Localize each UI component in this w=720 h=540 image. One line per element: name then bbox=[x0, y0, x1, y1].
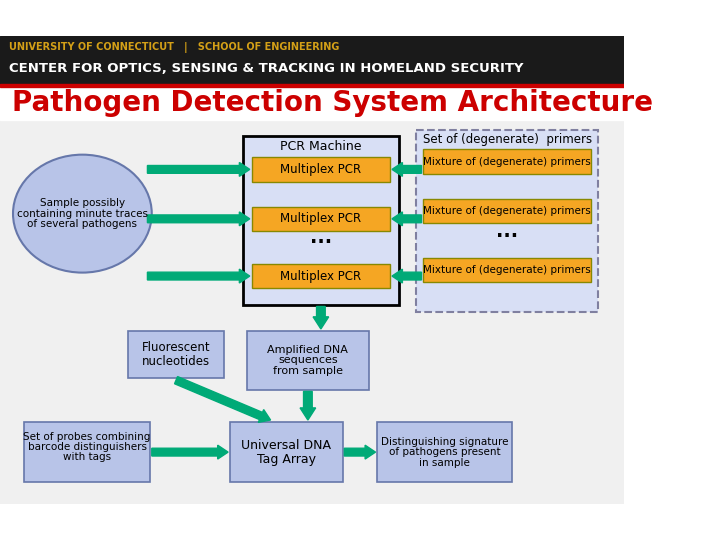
Text: Amplified DNA: Amplified DNA bbox=[267, 345, 348, 355]
Polygon shape bbox=[392, 269, 421, 283]
Text: Set of (degenerate)  primers: Set of (degenerate) primers bbox=[423, 133, 592, 146]
Text: Distinguishing signature: Distinguishing signature bbox=[381, 437, 508, 447]
Bar bbox=[251, 157, 390, 181]
Text: PCR Machine: PCR Machine bbox=[280, 140, 361, 153]
Bar bbox=[251, 264, 390, 288]
Bar bbox=[0, 36, 624, 84]
Bar bbox=[423, 150, 591, 174]
Text: Mixture of (degenerate) primers: Mixture of (degenerate) primers bbox=[423, 265, 591, 275]
Text: barcode distinguishers: barcode distinguishers bbox=[27, 442, 147, 452]
Bar bbox=[128, 330, 224, 379]
Polygon shape bbox=[148, 163, 250, 177]
Bar bbox=[377, 422, 512, 482]
Bar bbox=[0, 120, 624, 504]
Bar bbox=[230, 422, 343, 482]
Text: ...: ... bbox=[310, 228, 332, 247]
Text: sequences: sequences bbox=[278, 355, 338, 365]
Text: from sample: from sample bbox=[273, 366, 343, 376]
Polygon shape bbox=[300, 392, 315, 420]
Polygon shape bbox=[148, 269, 250, 283]
Text: containing minute traces: containing minute traces bbox=[17, 208, 148, 219]
Bar bbox=[416, 130, 598, 312]
Bar bbox=[423, 258, 591, 282]
Text: in sample: in sample bbox=[419, 457, 470, 468]
Polygon shape bbox=[174, 376, 271, 422]
Text: Pathogen Detection System Architecture: Pathogen Detection System Architecture bbox=[12, 90, 653, 118]
Text: Set of probes combining: Set of probes combining bbox=[24, 431, 151, 442]
Text: Mixture of (degenerate) primers: Mixture of (degenerate) primers bbox=[423, 157, 591, 167]
Text: Fluorescent: Fluorescent bbox=[142, 341, 210, 354]
Ellipse shape bbox=[13, 154, 152, 273]
Text: with tags: with tags bbox=[63, 453, 111, 462]
Polygon shape bbox=[152, 445, 228, 459]
Polygon shape bbox=[344, 445, 376, 459]
Polygon shape bbox=[313, 306, 329, 329]
Text: of pathogens present: of pathogens present bbox=[389, 447, 500, 457]
Text: nucleotides: nucleotides bbox=[142, 355, 210, 368]
Text: Multiplex PCR: Multiplex PCR bbox=[280, 163, 361, 176]
Text: UNIVERSITY OF CONNECTICUT   |   SCHOOL OF ENGINEERING: UNIVERSITY OF CONNECTICUT | SCHOOL OF EN… bbox=[9, 43, 339, 53]
Text: ...: ... bbox=[496, 222, 518, 241]
Bar bbox=[0, 84, 624, 87]
Text: Multiplex PCR: Multiplex PCR bbox=[280, 269, 361, 282]
Bar bbox=[247, 330, 369, 390]
Text: Mixture of (degenerate) primers: Mixture of (degenerate) primers bbox=[423, 206, 591, 216]
Text: of several pathogens: of several pathogens bbox=[27, 219, 138, 229]
Polygon shape bbox=[392, 212, 421, 226]
Bar bbox=[423, 199, 591, 223]
Bar bbox=[0, 87, 624, 120]
Bar bbox=[243, 136, 399, 305]
Text: CENTER FOR OPTICS, SENSING & TRACKING IN HOMELAND SECURITY: CENTER FOR OPTICS, SENSING & TRACKING IN… bbox=[9, 62, 523, 75]
Text: Universal DNA: Universal DNA bbox=[241, 438, 331, 451]
Polygon shape bbox=[148, 212, 250, 226]
Bar bbox=[24, 422, 150, 482]
Bar bbox=[251, 207, 390, 231]
Text: Multiplex PCR: Multiplex PCR bbox=[280, 212, 361, 225]
Polygon shape bbox=[392, 163, 421, 177]
Text: Tag Array: Tag Array bbox=[257, 453, 315, 465]
Text: Sample possibly: Sample possibly bbox=[40, 198, 125, 208]
